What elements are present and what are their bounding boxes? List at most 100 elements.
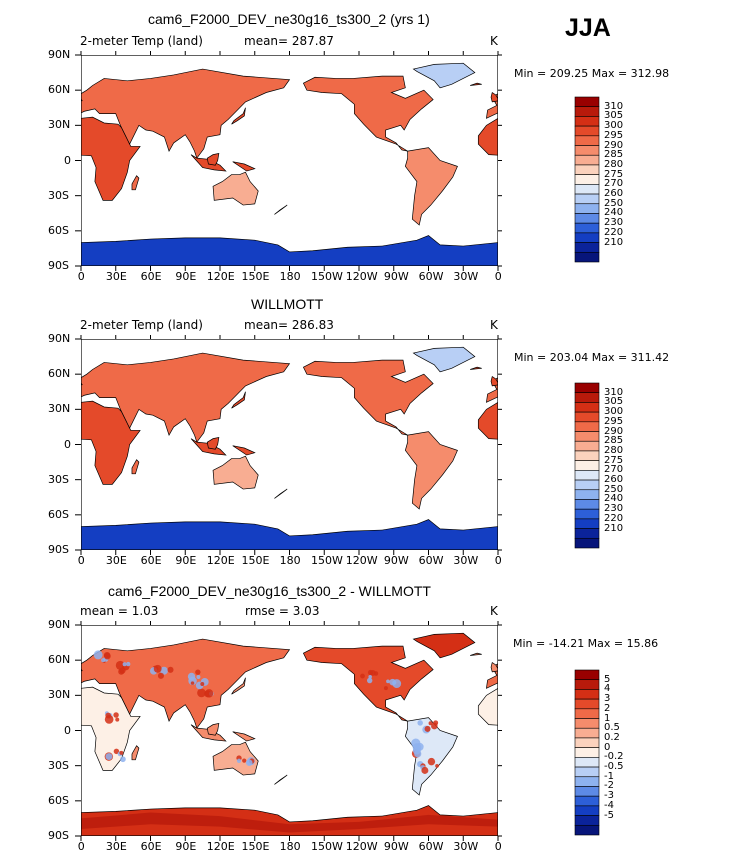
diff-speckle	[196, 675, 201, 680]
antarctic-diff-band	[81, 812, 498, 833]
colorbar-swatch	[574, 174, 600, 185]
panel-min-max: Min = 209.25 Max = 312.98	[514, 67, 670, 80]
colorbar-label: -2	[604, 780, 614, 792]
colorbar-label: 295	[604, 129, 624, 141]
continent-namerica	[302, 645, 434, 722]
panel-title: cam6_F2000_DEV_ne30g16_ts300_2 (yrs 1)	[148, 11, 430, 27]
colorbar	[574, 382, 600, 549]
continent-nz	[274, 774, 288, 785]
colorbar-swatch	[574, 747, 600, 758]
lon-tick-label: 120E	[206, 840, 235, 853]
lat-tick-label: 30N	[48, 402, 71, 416]
continent-iceland	[470, 82, 482, 86]
lon-tick-label: 120W	[345, 554, 378, 567]
lat-tick-label: 90S	[48, 829, 69, 842]
colorbar-swatch	[574, 479, 600, 491]
lat-tick-label: 0	[64, 153, 71, 167]
colorbar-label: 5	[604, 673, 611, 685]
map-plot	[81, 625, 498, 836]
diff-speckle	[197, 688, 206, 698]
diff-speckle	[435, 763, 439, 768]
continent-africa	[81, 116, 141, 201]
lon-tick-label: 180	[279, 554, 301, 567]
continent-namerica	[302, 75, 434, 152]
colorbar-swatch	[574, 440, 600, 452]
colorbar-label: -0.5	[604, 761, 624, 773]
lat-tick-label: 0	[64, 437, 71, 451]
diff-speckle	[366, 677, 373, 684]
colorbar-label: 275	[604, 168, 624, 180]
colorbar-label: 285	[604, 435, 624, 447]
colorbar	[574, 96, 600, 263]
diff-speckle	[386, 679, 390, 684]
colorbar-swatch	[574, 135, 600, 146]
diff-speckle	[236, 758, 242, 763]
diff-speckle	[417, 720, 423, 726]
colorbar-label: 305	[604, 110, 624, 122]
lon-tick-label: 150W	[311, 840, 343, 853]
colorbar-swatch	[574, 392, 600, 403]
diff-speckle	[392, 679, 402, 689]
lat-tick-label: 0	[64, 723, 71, 737]
colorbar-label: 275	[604, 454, 624, 466]
continent-nz	[274, 488, 288, 499]
colorbar-label: 310	[604, 386, 624, 398]
continent-borneo	[206, 153, 220, 166]
colorbar-swatch	[574, 727, 600, 739]
diff-speckle	[113, 712, 119, 718]
lon-tick-label: 30E	[105, 554, 127, 567]
colorbar-swatch	[574, 776, 600, 787]
colorbar-swatch	[574, 757, 600, 768]
diff-speckle	[383, 686, 388, 691]
continent-uk	[490, 91, 498, 103]
diff-speckle	[122, 662, 127, 667]
panel-mid-label: mean= 287.87	[244, 34, 334, 48]
lon-tick-label: 0	[77, 554, 85, 567]
continent-madagascar	[131, 175, 140, 191]
lon-tick-label: 180	[279, 840, 301, 853]
lon-tick-label: 30W	[453, 840, 479, 853]
lon-tick-label: 120W	[345, 270, 378, 283]
continent-samerica	[404, 717, 458, 796]
panel-left-label: 2-meter Temp (land)	[80, 34, 203, 48]
colorbar-swatch	[574, 708, 600, 719]
diff-speckle	[245, 759, 253, 766]
season-label: JJA	[565, 14, 611, 42]
continent-uk	[490, 661, 498, 673]
colorbar-swatch	[574, 766, 600, 778]
diff-speckle	[113, 748, 120, 755]
colorbar-swatch	[574, 489, 600, 500]
lon-tick-label: 30W	[453, 554, 479, 567]
colorbar-swatch	[574, 222, 600, 234]
colorbar-label: 260	[604, 474, 624, 486]
continent-japan	[231, 107, 246, 125]
colorbar-label: 2	[604, 702, 611, 714]
colorbar-swatch	[574, 669, 600, 681]
continent-antarctica	[81, 519, 498, 550]
diff-speckle	[431, 722, 438, 730]
lat-tick-label: 60S	[48, 793, 69, 807]
continent-nz	[274, 204, 288, 215]
lon-tick-label: 30E	[105, 270, 127, 283]
diff-speckle	[93, 650, 103, 660]
colorbar-swatch	[574, 679, 600, 690]
colorbar-label: 260	[604, 188, 624, 200]
continent-madagascar	[131, 745, 140, 761]
colorbar-swatch	[574, 154, 600, 166]
colorbar-label: 220	[604, 226, 624, 238]
diff-speckle	[427, 757, 436, 766]
lat-tick-label: 90S	[48, 259, 69, 272]
colorbar-swatch	[574, 232, 600, 243]
continent-eurasia	[81, 352, 291, 443]
panel-mid-label: rmse = 3.03	[245, 604, 320, 618]
colorbar-swatch	[574, 145, 600, 156]
lon-tick-label: 90W	[383, 270, 409, 283]
colorbar-swatch	[574, 106, 600, 117]
colorbar-swatch	[574, 499, 600, 510]
colorbar-label: 295	[604, 415, 624, 427]
lon-tick-label: 60E	[140, 554, 162, 567]
lon-tick-label: 90E	[175, 270, 197, 283]
panel-min-max: Min = 203.04 Max = 311.42	[514, 351, 670, 364]
lat-tick-label: 60N	[48, 367, 71, 381]
colorbar-label: -5	[604, 809, 614, 821]
